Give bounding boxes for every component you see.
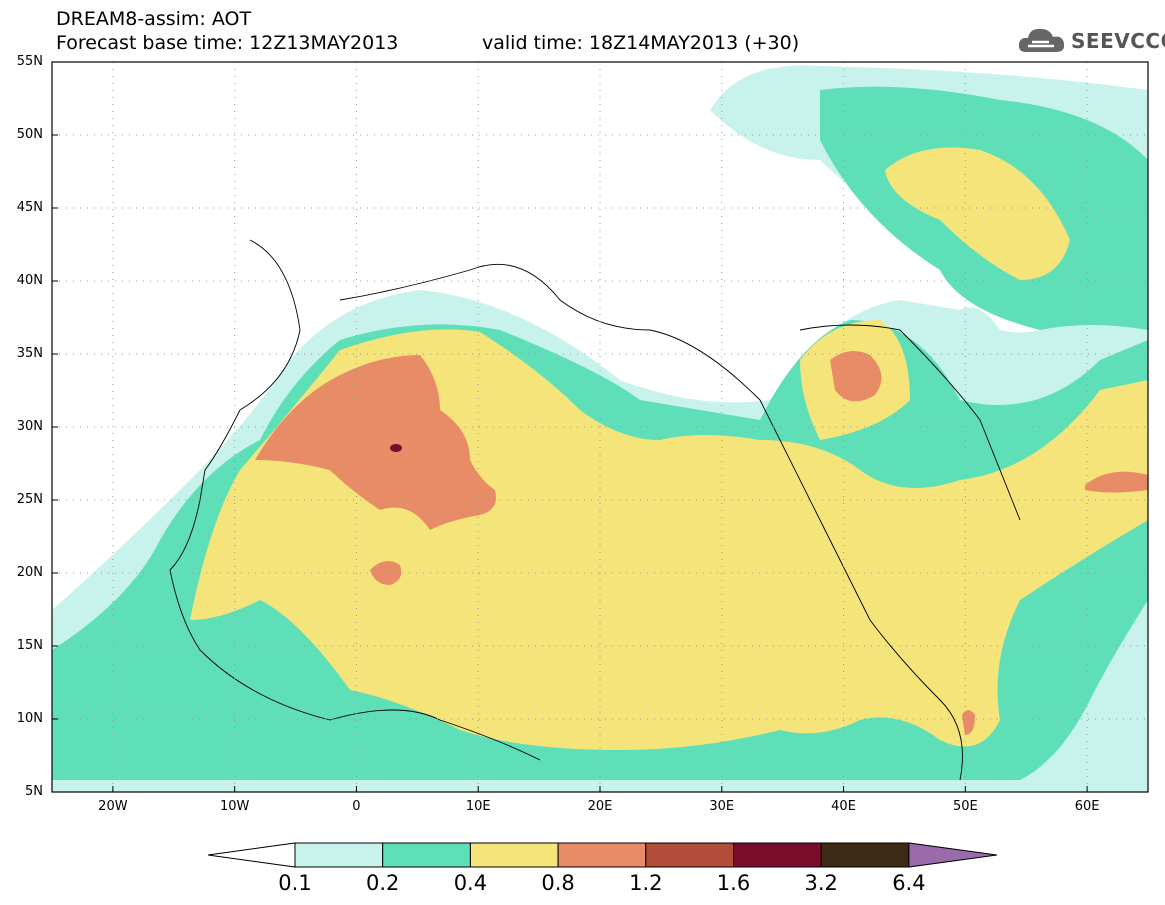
colorbar-segment <box>469 842 559 868</box>
colorbar-under-arrow <box>207 842 296 868</box>
cloud-icon <box>1018 28 1065 52</box>
lat-label: 50N <box>16 127 43 142</box>
lon-label: 10W <box>219 799 250 814</box>
grid-lines <box>52 61 1148 793</box>
colorbar <box>207 842 997 868</box>
colorbar-segment <box>294 842 384 868</box>
colorbar-segment <box>820 842 910 868</box>
colorbar-over-arrow <box>908 842 997 868</box>
lon-label: 60E <box>1074 799 1100 814</box>
aot-contour-1.6 <box>390 444 402 452</box>
colorbar-label: 0.1 <box>278 871 312 895</box>
lon-label: 20W <box>98 799 128 814</box>
aot-contour-0.8-somalia <box>962 710 975 735</box>
colorbar-label: 6.4 <box>892 871 926 895</box>
colorbar-segment <box>645 842 734 868</box>
colorbar-label: 0.8 <box>541 871 575 895</box>
lon-label: 10E <box>465 799 491 814</box>
seevccc-logo: SEEVCCC <box>1016 22 1165 58</box>
axis-ticks <box>52 61 1088 793</box>
logo-text: SEEVCCC <box>1071 29 1165 53</box>
colorbar-label: 0.4 <box>453 871 488 895</box>
aot-contour-0.8-niger <box>370 561 402 585</box>
lat-label: 20N <box>16 565 43 580</box>
valid-time: valid time: 18Z14MAY2013 (+30) <box>482 32 800 54</box>
lat-label: 35N <box>16 346 43 361</box>
lat-label: 15N <box>16 638 43 653</box>
forecast-base-time: Forecast base time: 12Z13MAY2013 <box>56 32 399 54</box>
lon-label: 20E <box>587 799 613 814</box>
lat-label: 55N <box>16 54 43 69</box>
chart-title: DREAM8-assim: AOT <box>56 8 252 30</box>
colorbar-segment <box>733 842 822 868</box>
lon-label: 40E <box>831 799 856 814</box>
colorbar-label: 3.2 <box>804 871 838 895</box>
lat-label: 45N <box>16 200 43 215</box>
aot-contour-0.8 <box>255 355 496 530</box>
colorbar-label: 1.6 <box>716 871 751 895</box>
lat-label: 10N <box>16 711 43 726</box>
lon-label: 0 <box>352 799 361 814</box>
lon-label: 50E <box>952 799 978 814</box>
aot-field <box>52 62 1148 792</box>
lat-label: 5N <box>25 784 43 799</box>
colorbar-label: 0.2 <box>365 871 400 895</box>
lat-label: 40N <box>16 273 43 288</box>
lat-label: 30N <box>16 419 43 434</box>
coastline <box>169 239 1021 781</box>
colorbar-label: 1.2 <box>629 871 663 895</box>
lat-label: 25N <box>16 492 43 507</box>
colorbar-segment <box>382 842 471 868</box>
aot-contour-0.8-iraq <box>830 351 882 402</box>
colorbar-segment <box>557 842 647 868</box>
aot-contour-0.8-gulf <box>1085 471 1148 493</box>
lon-label: 30E <box>709 799 735 814</box>
aot-contour-0.4-east <box>885 147 1070 280</box>
